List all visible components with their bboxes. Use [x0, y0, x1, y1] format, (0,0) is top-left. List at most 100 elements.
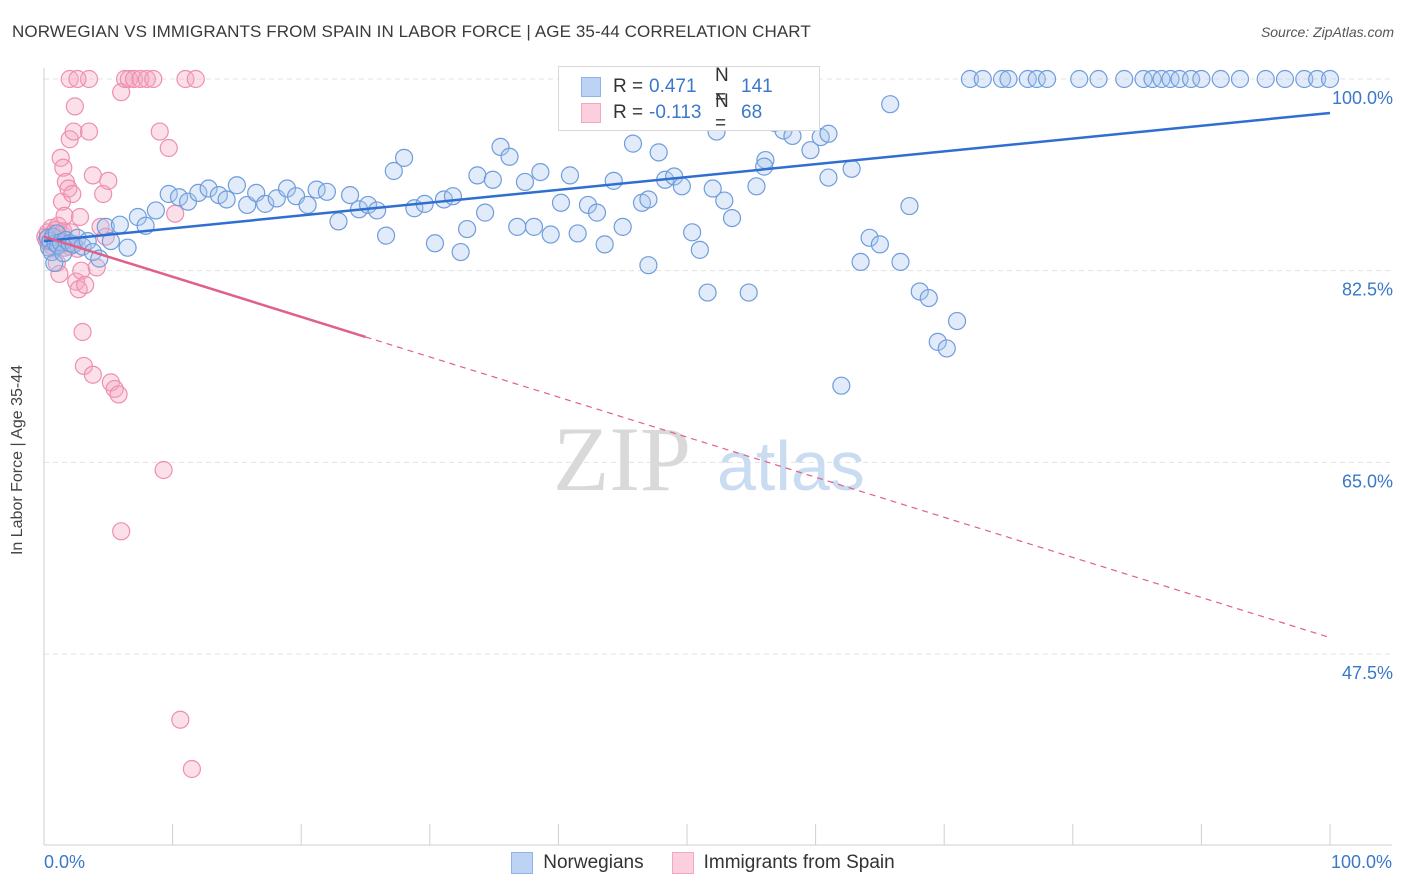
data-point	[910, 282, 929, 301]
data-point	[937, 339, 956, 358]
data-point	[672, 177, 691, 196]
data-point	[515, 172, 535, 192]
data-point	[739, 283, 758, 302]
data-point	[112, 522, 131, 541]
stats-row-norwegians: R = 0.471 N = 141	[581, 65, 773, 108]
y-tick-label: 82.5%	[1342, 280, 1393, 300]
data-point	[992, 69, 1012, 89]
watermark-zip: ZIP	[553, 408, 691, 510]
data-point	[870, 235, 890, 254]
data-point	[947, 311, 967, 331]
data-point	[587, 203, 607, 222]
data-point	[703, 179, 722, 198]
data-point	[227, 176, 246, 195]
data-point	[451, 242, 470, 262]
gridlines	[44, 78, 1392, 655]
data-point	[238, 195, 257, 215]
data-point	[54, 158, 73, 177]
data-point	[928, 332, 947, 351]
data-point	[973, 69, 992, 89]
data-point	[256, 194, 275, 213]
data-point	[1070, 69, 1089, 89]
data-point	[329, 212, 348, 231]
data-point	[1256, 69, 1275, 89]
data-point	[189, 183, 208, 203]
watermark-atlas: atlas	[717, 427, 865, 505]
data-point	[83, 365, 102, 384]
data-point	[1115, 69, 1134, 89]
data-point	[169, 188, 189, 207]
data-point	[146, 201, 165, 220]
data-point	[166, 204, 185, 223]
data-point	[1182, 69, 1201, 89]
data-point	[144, 69, 163, 89]
data-point	[595, 235, 614, 254]
data-point	[891, 252, 910, 272]
data-point	[919, 288, 938, 308]
data-point	[851, 252, 870, 272]
data-point	[110, 215, 129, 234]
data-point	[70, 207, 90, 227]
y-tick-label: 65.0%	[1342, 471, 1393, 491]
data-point	[842, 159, 861, 178]
trend-lines	[43, 111, 1331, 639]
data-point	[159, 184, 178, 204]
data-point	[384, 161, 403, 181]
data-point	[154, 460, 173, 480]
data-point	[468, 166, 487, 185]
data-point	[541, 225, 560, 244]
data-point	[376, 226, 396, 245]
source-attribution: Source: ZipAtlas.com	[1260, 24, 1394, 40]
legend-swatch-norwegians	[581, 77, 601, 97]
data-point	[755, 157, 774, 176]
data-point	[881, 95, 900, 114]
data-point	[639, 256, 658, 275]
data-point	[186, 69, 205, 89]
data-point	[150, 122, 169, 141]
r-value-spain: -0.113	[649, 102, 702, 123]
data-point	[1308, 69, 1327, 89]
data-point	[159, 138, 178, 158]
data-point	[298, 195, 317, 215]
data-point	[340, 185, 360, 205]
axes	[43, 68, 1392, 846]
data-point	[1192, 69, 1211, 89]
x-tick-min: 0.0%	[44, 852, 86, 872]
data-point	[1275, 69, 1295, 89]
data-point	[425, 234, 445, 253]
data-point	[698, 283, 717, 302]
data-point	[531, 162, 550, 182]
data-point	[560, 166, 580, 185]
data-point	[999, 69, 1018, 89]
data-point	[524, 217, 544, 236]
data-point	[394, 148, 414, 167]
data-point	[649, 143, 668, 162]
data-point	[683, 223, 702, 242]
data-point	[65, 97, 84, 116]
data-point	[171, 710, 190, 729]
series-legend: Norwegians Immigrants from Spain	[0, 852, 1406, 874]
data-point	[124, 69, 144, 89]
data-point	[76, 275, 95, 295]
y-tick-label: 47.5%	[1342, 663, 1393, 683]
data-point	[131, 69, 150, 89]
data-point	[118, 238, 137, 257]
data-point	[475, 203, 495, 222]
data-point	[68, 69, 87, 89]
watermark: ZIP atlas	[553, 408, 865, 510]
data-point	[604, 171, 623, 190]
legend-item-norwegians: Norwegians	[511, 852, 644, 874]
data-point	[1027, 69, 1046, 89]
stats-row-spain: R = -0.113 N = 68	[581, 91, 762, 134]
data-point	[457, 219, 477, 239]
data-point	[860, 228, 879, 247]
data-point	[367, 201, 387, 220]
legend-swatch-spain	[671, 852, 694, 874]
n-value-norwegians: 141	[741, 76, 773, 97]
data-point	[1320, 69, 1340, 89]
data-point	[176, 69, 195, 89]
data-point	[83, 166, 102, 185]
data-point	[99, 171, 118, 190]
data-point	[1230, 69, 1250, 89]
data-point	[1037, 69, 1057, 89]
